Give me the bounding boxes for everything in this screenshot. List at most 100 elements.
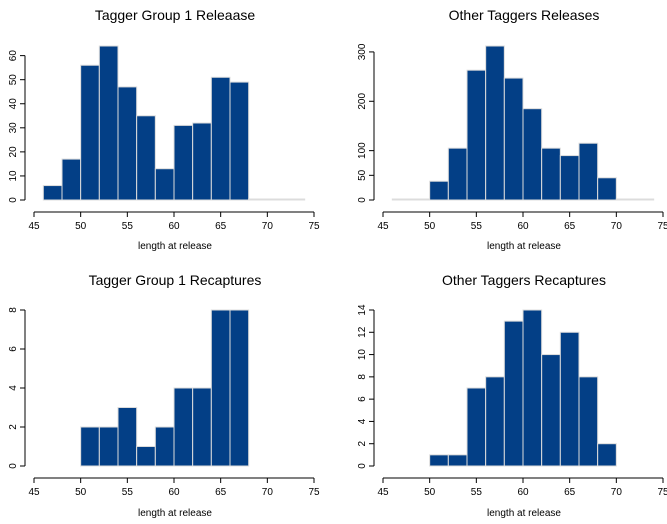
x-tick-label: 45 xyxy=(28,221,40,232)
y-tick-label: 50 xyxy=(357,169,368,181)
histogram-bar xyxy=(615,198,636,201)
histogram-bar xyxy=(559,331,580,467)
x-tick-label: 55 xyxy=(471,487,483,498)
histogram-bar xyxy=(447,454,468,467)
y-tick-label: 10 xyxy=(8,170,19,182)
axes: 45 50 55 60 65 70 75 0 10 20 30 40 50 60 xyxy=(8,50,320,232)
x-tick-label: 50 xyxy=(424,487,436,498)
y-tick-label: 8 xyxy=(8,307,19,313)
histogram-bar xyxy=(98,45,119,201)
histogram-bar xyxy=(447,147,468,201)
y-tick-label: 0 xyxy=(8,463,19,469)
x-tick-label: 50 xyxy=(424,221,436,232)
y-tick-label: 8 xyxy=(357,374,368,380)
x-tick-label: 45 xyxy=(28,487,40,498)
histogram-bar xyxy=(136,446,156,467)
histogram-bar xyxy=(192,387,212,467)
y-tick-label: 0 xyxy=(357,463,368,469)
histogram-bar xyxy=(136,115,156,201)
axes: 45 50 55 60 65 70 75 0 2 4 6 8 10 12 14 xyxy=(357,304,667,498)
histogram-bar xyxy=(117,407,138,467)
histogram-bar xyxy=(429,454,449,467)
panel-title: Other Taggers Recaptures xyxy=(442,272,606,288)
histogram-bar xyxy=(173,124,194,201)
histogram-bar xyxy=(503,77,524,201)
x-tick-label: 75 xyxy=(308,487,320,498)
histogram-bar xyxy=(229,81,250,201)
x-tick-label: 65 xyxy=(215,221,227,232)
histogram-bar xyxy=(61,158,82,201)
y-tick-label: 4 xyxy=(8,385,19,391)
y-tick-label: 20 xyxy=(8,146,19,158)
x-tick-label: 55 xyxy=(122,221,134,232)
histogram-bar xyxy=(98,426,119,467)
bars xyxy=(429,309,617,467)
bars xyxy=(42,45,306,201)
x-tick-label: 65 xyxy=(564,487,576,498)
x-axis-label: length at release xyxy=(487,241,561,252)
histogram-bar xyxy=(466,69,487,201)
histogram-bar xyxy=(485,376,505,467)
y-tick-label: 12 xyxy=(357,326,368,338)
x-axis-label: length at release xyxy=(487,508,561,519)
histogram-bar xyxy=(597,177,617,201)
x-tick-label: 50 xyxy=(75,221,87,232)
histogram-bar xyxy=(210,76,231,201)
x-tick-label: 75 xyxy=(657,221,667,232)
histogram-bar xyxy=(229,309,250,467)
x-tick-label: 45 xyxy=(377,221,389,232)
histogram-bar xyxy=(559,155,580,201)
bars xyxy=(80,309,250,467)
y-tick-label: 14 xyxy=(357,304,368,316)
panel-title: Other Taggers Releases xyxy=(449,7,600,23)
x-tick-label: 70 xyxy=(611,487,623,498)
panel-tagger-group-1-recaptures: Tagger Group 1 Recaptures 45 50 55 60 65 70 75… xyxy=(8,272,320,519)
histogram-bar xyxy=(541,354,561,467)
histogram-bar xyxy=(80,64,100,201)
histogram-bar xyxy=(391,198,412,201)
x-axis-label: length at release xyxy=(138,241,212,252)
x-tick-label: 55 xyxy=(122,487,134,498)
histogram-bar xyxy=(597,443,617,467)
histogram-bar xyxy=(210,309,231,467)
histogram-bar xyxy=(117,86,138,201)
histogram-bar xyxy=(266,198,287,201)
histogram-bar xyxy=(522,309,543,467)
histogram-bar xyxy=(578,142,599,201)
histogram-bar xyxy=(541,147,561,201)
histogram-bar xyxy=(485,45,505,201)
histogram-bar xyxy=(634,198,655,201)
y-tick-label: 50 xyxy=(8,74,19,86)
panel-tagger-group-1-releases: Tagger Group 1 Releaase 45 50 55 60 65 70 75 0 1… xyxy=(8,7,320,252)
y-tick-label: 200 xyxy=(357,93,368,110)
histogram-bar xyxy=(192,122,212,201)
y-tick-label: 4 xyxy=(357,418,368,424)
x-tick-label: 65 xyxy=(564,221,576,232)
y-tick-label: 100 xyxy=(357,142,368,159)
x-tick-label: 60 xyxy=(168,221,180,232)
bars xyxy=(391,45,655,201)
x-tick-label: 70 xyxy=(262,487,274,498)
axes: 45 50 55 60 65 70 75 0 50 100 200 300 xyxy=(357,43,667,232)
x-tick-label: 70 xyxy=(262,221,274,232)
x-tick-label: 75 xyxy=(657,487,667,498)
histogram-bar xyxy=(42,185,63,201)
y-tick-label: 40 xyxy=(8,98,19,110)
histogram-bar xyxy=(285,198,306,201)
y-tick-label: 30 xyxy=(8,122,19,134)
histogram-bar xyxy=(248,198,268,201)
histogram-bar xyxy=(80,426,100,467)
y-tick-label: 6 xyxy=(357,396,368,402)
histogram-bar xyxy=(522,108,543,201)
x-tick-label: 70 xyxy=(611,221,623,232)
histogram-bar xyxy=(154,168,175,201)
y-tick-label: 300 xyxy=(357,43,368,60)
y-tick-label: 2 xyxy=(8,424,19,430)
panel-title: Tagger Group 1 Recaptures xyxy=(89,272,262,288)
panel-other-taggers-releases: Other Taggers Releases 45 50 55 60 65 70 75 0 50… xyxy=(357,7,667,252)
y-tick-label: 0 xyxy=(357,197,368,203)
y-tick-label: 2 xyxy=(357,440,368,446)
x-tick-label: 55 xyxy=(471,221,483,232)
x-tick-label: 65 xyxy=(215,487,227,498)
